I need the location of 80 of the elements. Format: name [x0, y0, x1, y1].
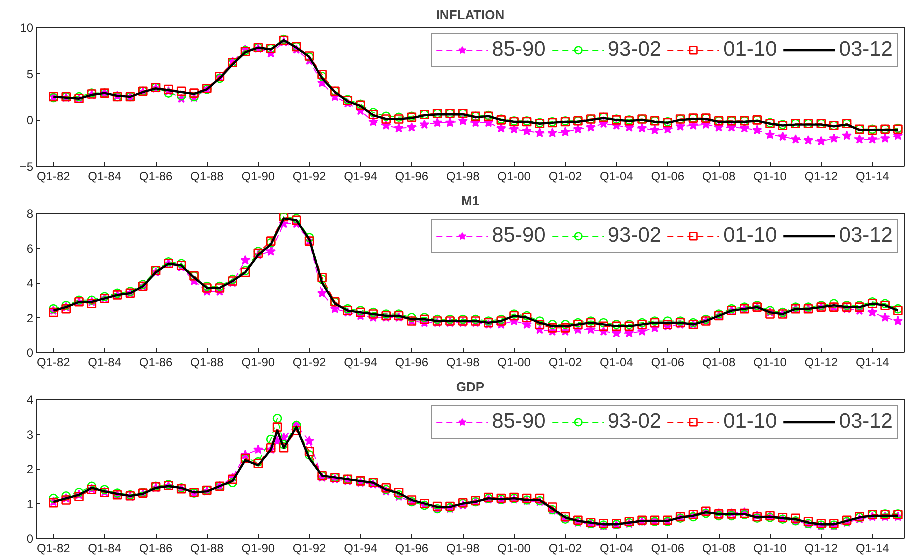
x-tick-label: Q1-90 — [242, 356, 276, 370]
y-tick-label: 1 — [26, 497, 34, 512]
x-tick-label: Q1-08 — [702, 542, 736, 556]
x-tick-label: Q1-84 — [88, 356, 122, 370]
x-tick-label: Q1-00 — [498, 542, 532, 556]
legend-label: 85-90 — [492, 224, 546, 248]
x-tick-label: Q1-98 — [446, 170, 480, 184]
legend-label: 03-12 — [839, 224, 893, 248]
x-tick-label: Q1-12 — [804, 542, 838, 556]
x-tick-label: Q1-96 — [395, 170, 429, 184]
y-tick-label: 2 — [26, 311, 34, 326]
x-tick-label: Q1-96 — [395, 356, 429, 370]
x-tick-label: Q1-84 — [88, 170, 122, 184]
x-tick-label: Q1-96 — [395, 542, 429, 556]
x-tick-label: Q1-90 — [242, 170, 276, 184]
x-tick-label: Q1-06 — [651, 356, 685, 370]
y-tick-label: 0 — [26, 114, 34, 128]
x-tick-label: Q1-12 — [804, 170, 838, 184]
y-tick-label: 8 — [26, 207, 34, 221]
x-tick-label: Q1-94 — [344, 356, 378, 370]
x-tick-label: Q1-10 — [754, 542, 788, 556]
chart-title: INFLATION — [436, 8, 505, 22]
legend-label: 93-02 — [608, 224, 662, 248]
x-tick-label: Q1-82 — [36, 542, 71, 556]
legend-label: 01-10 — [724, 224, 778, 248]
x-tick-label: Q1-12 — [804, 356, 838, 370]
y-tick-label: 0 — [26, 346, 34, 360]
legend-label: 03-12 — [839, 410, 893, 434]
x-tick-label: Q1-82 — [36, 170, 71, 184]
chart-title: M1 — [461, 194, 480, 208]
legend-label: 93-02 — [608, 38, 662, 62]
x-tick-label: Q1-08 — [702, 170, 736, 184]
y-tick-label: 5 — [26, 67, 34, 82]
legend-label: 85-90 — [492, 38, 546, 62]
x-tick-label: Q1-88 — [190, 542, 224, 556]
x-tick-label: Q1-90 — [242, 542, 276, 556]
x-tick-label: Q1-10 — [754, 356, 788, 370]
x-tick-label: Q1-14 — [856, 542, 890, 556]
legend-label: 85-90 — [492, 410, 546, 434]
x-tick-label: Q1-86 — [139, 356, 174, 370]
y-tick-label: 4 — [26, 393, 34, 407]
x-tick-label: Q1-04 — [600, 170, 634, 184]
x-tick-label: Q1-14 — [856, 170, 890, 184]
chart-title: GDP — [456, 380, 485, 394]
x-tick-label: Q1-88 — [190, 356, 224, 370]
x-tick-label: Q1-98 — [446, 356, 480, 370]
x-tick-label: Q1-00 — [498, 170, 532, 184]
y-tick-label: −5 — [20, 160, 34, 174]
x-tick-label: Q1-04 — [600, 356, 634, 370]
x-tick-label: Q1-06 — [651, 170, 685, 184]
x-tick-label: Q1-02 — [548, 170, 583, 184]
legend-label: 03-12 — [839, 38, 893, 62]
x-tick-label: Q1-86 — [139, 170, 174, 184]
legend-label: 01-10 — [724, 410, 778, 434]
x-tick-label: Q1-04 — [600, 542, 634, 556]
x-tick-label: Q1-10 — [754, 170, 788, 184]
legend-label: 93-02 — [608, 410, 662, 434]
x-tick-label: Q1-84 — [88, 542, 122, 556]
x-tick-label: Q1-94 — [344, 170, 378, 184]
x-tick-label: Q1-02 — [548, 542, 583, 556]
y-tick-label: 3 — [26, 428, 34, 442]
x-tick-label: Q1-94 — [344, 542, 378, 556]
x-tick-label: Q1-08 — [702, 356, 736, 370]
legend-label: 01-10 — [724, 38, 778, 62]
y-tick-label: 4 — [26, 276, 34, 290]
x-tick-label: Q1-06 — [651, 542, 685, 556]
x-tick-label: Q1-86 — [139, 542, 174, 556]
x-tick-label: Q1-88 — [190, 170, 224, 184]
y-tick-label: 10 — [20, 21, 34, 35]
x-tick-label: Q1-02 — [548, 356, 583, 370]
x-tick-label: Q1-98 — [446, 542, 480, 556]
x-tick-label: Q1-92 — [292, 356, 327, 370]
x-tick-label: Q1-00 — [498, 356, 532, 370]
x-tick-label: Q1-92 — [292, 542, 327, 556]
y-tick-label: 0 — [26, 532, 34, 546]
x-tick-label: Q1-14 — [856, 356, 890, 370]
y-tick-label: 6 — [26, 242, 34, 256]
x-tick-label: Q1-82 — [36, 356, 71, 370]
x-tick-label: Q1-92 — [292, 170, 327, 184]
y-tick-label: 2 — [26, 462, 34, 476]
